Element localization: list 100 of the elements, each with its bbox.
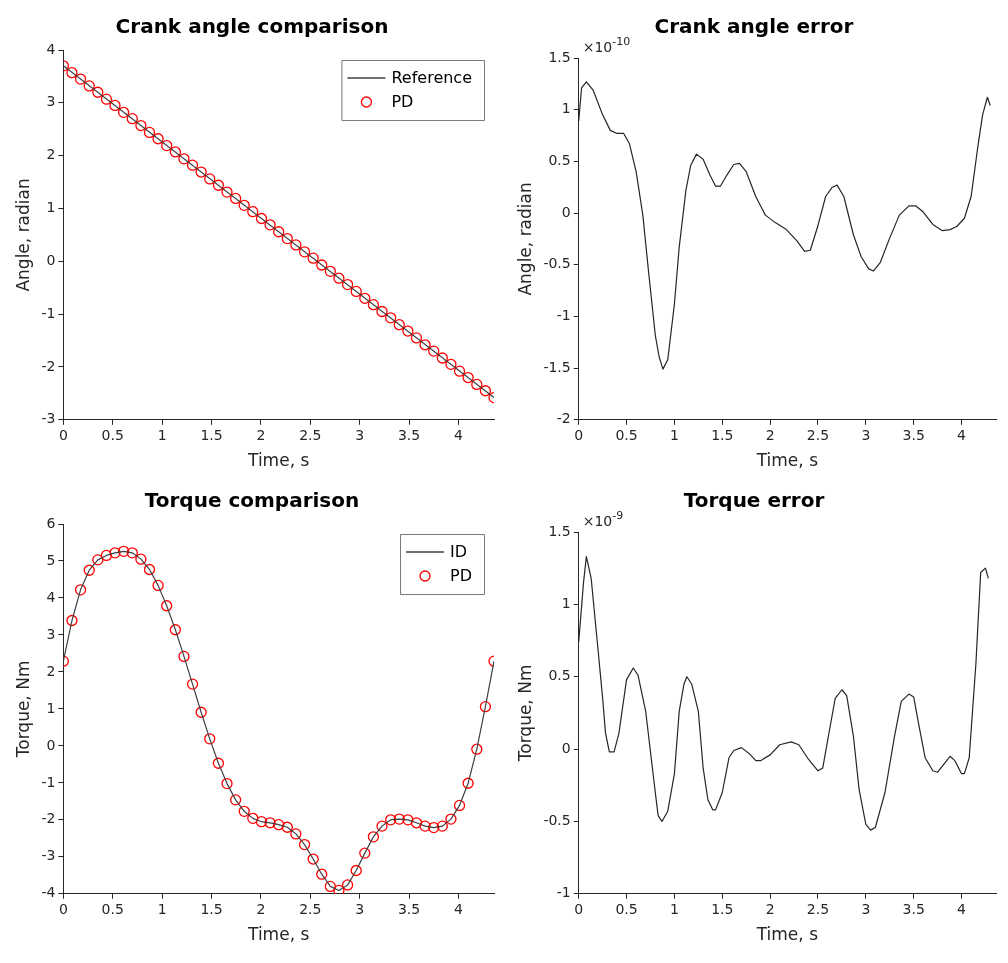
point: [161, 139, 173, 152]
x-tick-label: 1: [157, 900, 167, 917]
point: [204, 733, 216, 745]
y-tick-label: 0: [561, 739, 571, 756]
x-axis-title: Time, s: [247, 924, 310, 945]
point: [436, 820, 448, 832]
x-tick-label: 2: [256, 900, 266, 917]
x-tick-label: 3.5: [397, 900, 421, 917]
point: [126, 547, 138, 559]
point: [212, 757, 225, 769]
y-tick-label: -1: [41, 304, 56, 321]
y-tick-label: -1: [556, 307, 571, 324]
y-tick-label: 6: [46, 514, 56, 531]
point: [402, 325, 414, 337]
y-tick-label: 1: [46, 199, 56, 216]
point: [333, 884, 345, 894]
point: [471, 378, 483, 391]
point: [462, 777, 474, 789]
y-tick-label: 4: [46, 40, 56, 57]
x-tick-label: 2.5: [299, 426, 322, 443]
x-tick-label: 3.5: [902, 900, 925, 917]
x-tick-label: 0.5: [615, 426, 638, 443]
point: [359, 292, 371, 304]
point: [264, 219, 276, 231]
point: [195, 166, 207, 178]
x-tick-label: 3: [355, 900, 365, 917]
y-tick-label: 1: [561, 100, 571, 117]
y-tick-label: -2: [41, 810, 56, 827]
point: [186, 678, 199, 690]
x-tick-label: 0.5: [101, 426, 124, 443]
x-axis-title: Time, s: [755, 924, 819, 945]
point: [273, 226, 285, 238]
y-tick-label: 2: [46, 146, 56, 163]
y-axis-title: Torque, Nm: [514, 664, 535, 763]
point: [161, 600, 173, 612]
x-tick-label: 0: [574, 426, 584, 443]
point: [247, 812, 259, 825]
point: [333, 272, 345, 284]
point: [479, 701, 492, 713]
x-tick-label: 3: [861, 900, 871, 917]
x-tick-label: 2: [765, 900, 775, 917]
x-tick-label: 2.5: [299, 900, 322, 917]
point: [143, 563, 156, 576]
point: [152, 133, 164, 145]
x-tick-label: 3.5: [397, 426, 421, 443]
point: [135, 119, 147, 132]
point: [281, 821, 293, 833]
point: [247, 206, 259, 218]
point: [143, 126, 156, 139]
y-tick-label: -0.5: [543, 255, 571, 272]
point: [83, 80, 95, 92]
point: [66, 67, 78, 79]
point: [367, 298, 380, 311]
x-tick-label: 4: [957, 426, 967, 443]
point: [410, 817, 423, 829]
y-tick-label: 5: [46, 551, 56, 568]
y-tick-label: -1: [41, 773, 56, 790]
point: [178, 650, 190, 663]
point: [169, 624, 182, 636]
x-tick-label: 2: [765, 426, 775, 443]
point: [255, 816, 268, 828]
legend-label: Reference: [391, 68, 473, 88]
x-tick-label: 0: [58, 426, 68, 443]
y-tick-label: 0: [561, 203, 571, 220]
x-tick-label: 0: [58, 900, 68, 917]
x-tick-label: 1.5: [200, 900, 223, 917]
y-tick-label: -3: [41, 847, 56, 864]
y-tick-label: -2: [41, 357, 56, 374]
point: [255, 212, 268, 225]
point: [376, 305, 388, 318]
point: [359, 847, 371, 859]
x-tick-label: 1.5: [711, 426, 734, 443]
x-tick-label: 1: [669, 900, 679, 917]
point: [100, 93, 113, 105]
chart-title: Torque error: [683, 488, 825, 513]
point: [445, 358, 457, 370]
point: [428, 345, 440, 357]
legend-label: ID: [450, 542, 468, 562]
y-tick-label: -2: [556, 410, 571, 427]
point: [393, 813, 405, 825]
point: [117, 106, 130, 118]
point: [109, 547, 121, 559]
x-tick-label: 3: [355, 426, 365, 443]
point: [186, 159, 199, 171]
x-tick-label: 0: [574, 900, 584, 917]
x-tick-label: 1.5: [200, 426, 223, 443]
x-tick-label: 0.5: [615, 900, 638, 917]
y-tick-label: 0: [46, 251, 56, 268]
point: [419, 339, 431, 351]
point: [117, 545, 130, 558]
point: [367, 831, 380, 843]
y-tick-label: 4: [46, 588, 56, 605]
x-tick-label: 1.5: [711, 900, 734, 917]
point: [169, 146, 182, 158]
point: [229, 794, 242, 806]
y-axis-title: Angle, radian: [514, 182, 535, 296]
point: [341, 879, 354, 891]
y-tick-label: 1.5: [548, 522, 571, 539]
point: [195, 706, 207, 718]
y-tick-label: 1: [46, 699, 56, 716]
